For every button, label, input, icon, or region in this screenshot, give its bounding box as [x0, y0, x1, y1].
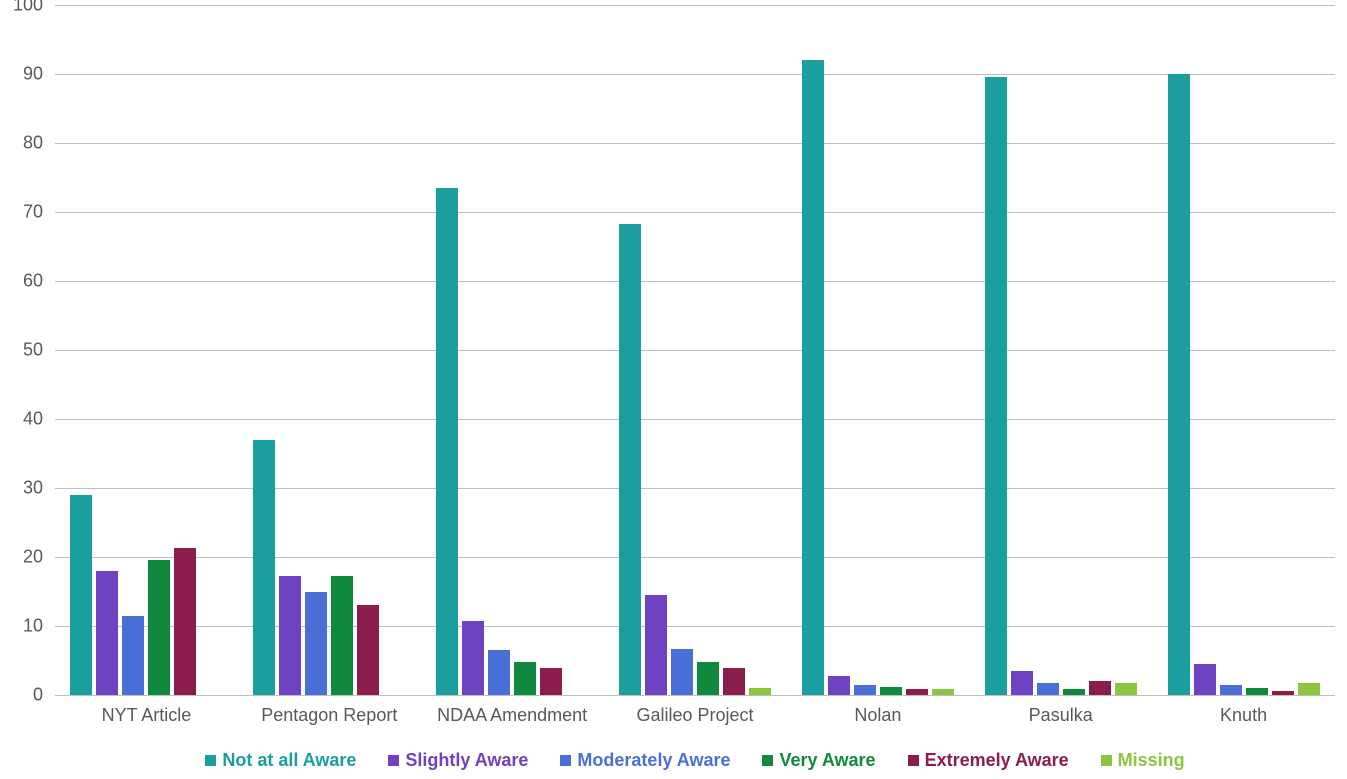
bar	[723, 668, 745, 695]
bar	[1246, 688, 1268, 695]
plot-area: 0102030405060708090100NYT ArticlePentago…	[55, 5, 1335, 696]
legend: Not at all Aware Slightly Aware Moderately…	[55, 750, 1335, 771]
y-tick-label: 50	[23, 340, 55, 361]
bar	[122, 616, 144, 695]
bar	[253, 440, 275, 695]
gridline	[55, 557, 1335, 558]
x-tick-label: Knuth	[1220, 695, 1267, 726]
y-tick-label: 20	[23, 547, 55, 568]
gridline	[55, 143, 1335, 144]
y-tick-label: 60	[23, 271, 55, 292]
bar	[749, 688, 771, 695]
bar	[1220, 685, 1242, 695]
bar	[1115, 683, 1137, 695]
legend-item: Moderately Aware	[560, 750, 730, 771]
y-tick-label: 80	[23, 133, 55, 154]
bar	[1298, 683, 1320, 695]
bar	[697, 662, 719, 695]
gridline	[55, 5, 1335, 6]
bar	[1194, 664, 1216, 695]
y-tick-label: 100	[13, 0, 55, 16]
bar	[985, 77, 1007, 695]
legend-swatch-icon	[908, 755, 919, 766]
bar	[828, 676, 850, 695]
legend-item: Extremely Aware	[908, 750, 1069, 771]
legend-label: Very Aware	[779, 750, 875, 771]
bar	[645, 595, 667, 695]
x-tick-label: Nolan	[854, 695, 901, 726]
legend-swatch-icon	[560, 755, 571, 766]
y-tick-label: 40	[23, 409, 55, 430]
legend-swatch-icon	[762, 755, 773, 766]
gridline	[55, 626, 1335, 627]
legend-item: Slightly Aware	[388, 750, 528, 771]
bar	[1272, 691, 1294, 695]
x-tick-label: Pasulka	[1029, 695, 1093, 726]
bar	[802, 60, 824, 695]
bar	[514, 662, 536, 695]
legend-label: Moderately Aware	[577, 750, 730, 771]
bar	[174, 548, 196, 695]
bar	[1037, 683, 1059, 695]
y-tick-label: 70	[23, 202, 55, 223]
bar	[305, 592, 327, 696]
x-tick-label: Pentagon Report	[261, 695, 397, 726]
bar	[331, 576, 353, 695]
y-tick-label: 90	[23, 64, 55, 85]
awareness-grouped-bar-chart: 0 10 20 30 40 50 60 70 80 90 100 NYT Article Pentago…	[0, 0, 1347, 779]
gridline	[55, 419, 1335, 420]
bar	[932, 689, 954, 695]
legend-label: Extremely Aware	[925, 750, 1069, 771]
gridline	[55, 350, 1335, 351]
x-tick-label: Galileo Project	[636, 695, 753, 726]
bar	[1089, 681, 1111, 695]
legend-label: Missing	[1118, 750, 1185, 771]
bar	[854, 685, 876, 695]
bar	[540, 668, 562, 695]
gridline	[55, 74, 1335, 75]
legend-swatch-icon	[1101, 755, 1112, 766]
bar	[671, 649, 693, 695]
legend-swatch-icon	[205, 755, 216, 766]
bar	[148, 560, 170, 695]
gridline	[55, 488, 1335, 489]
bar	[70, 495, 92, 695]
x-tick-label: NYT Article	[102, 695, 192, 726]
bar	[357, 605, 379, 695]
gridline	[55, 281, 1335, 282]
x-tick-label: NDAA Amendment	[437, 695, 587, 726]
legend-item: Very Aware	[762, 750, 875, 771]
gridline	[55, 212, 1335, 213]
y-tick-label: 10	[23, 616, 55, 637]
bar	[462, 621, 484, 695]
bar	[279, 576, 301, 695]
y-tick-label: 0	[33, 685, 55, 706]
legend-item: Not at all Aware	[205, 750, 356, 771]
legend-swatch-icon	[388, 755, 399, 766]
legend-label: Not at all Aware	[222, 750, 356, 771]
bar	[1011, 671, 1033, 695]
bar	[906, 689, 928, 695]
y-tick-label: 30	[23, 478, 55, 499]
bar	[436, 188, 458, 695]
bar	[96, 571, 118, 695]
legend-item: Missing	[1101, 750, 1185, 771]
bar	[880, 687, 902, 695]
bar	[488, 650, 510, 695]
bar	[1168, 74, 1190, 695]
bar	[619, 224, 641, 695]
legend-label: Slightly Aware	[405, 750, 528, 771]
